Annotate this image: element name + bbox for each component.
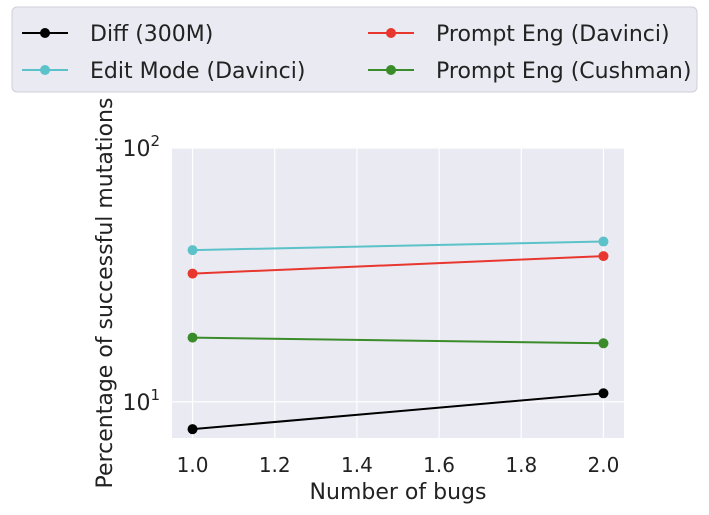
y-axis-label: Percentage of successful mutations xyxy=(93,98,118,489)
plot-area xyxy=(172,148,624,438)
legend-swatch-marker xyxy=(40,65,50,75)
legend-label: Edit Mode (Davinci) xyxy=(90,59,305,84)
data-point xyxy=(598,338,609,349)
data-point xyxy=(598,251,609,262)
legend-swatch-marker xyxy=(40,28,50,38)
x-tick-label: 2.0 xyxy=(588,453,620,477)
series-line xyxy=(192,240,604,252)
legend-label: Prompt Eng (Davinci) xyxy=(436,22,670,47)
data-point xyxy=(187,332,198,343)
series-layer xyxy=(187,236,609,435)
legend-swatch-marker xyxy=(386,65,396,75)
legend-swatch-marker xyxy=(386,28,396,38)
series-line xyxy=(192,336,604,345)
y-tick-label: 102 xyxy=(122,132,160,162)
legend-label: Prompt Eng (Cushman) xyxy=(436,59,691,84)
data-point xyxy=(187,245,198,256)
x-tick-label: 1.4 xyxy=(341,453,373,477)
x-axis-label: Number of bugs xyxy=(310,480,487,505)
data-point xyxy=(598,236,609,247)
data-point xyxy=(187,268,198,279)
y-tick-labels: 101 102 xyxy=(122,132,160,416)
grid xyxy=(172,147,624,438)
series-line xyxy=(192,392,604,431)
x-tick-label: 1.0 xyxy=(177,453,209,477)
legend: Diff (300M) Edit Mode (Davinci) Prompt Eng… xyxy=(11,6,698,93)
y-tick-label: 101 xyxy=(122,386,160,416)
data-point xyxy=(187,424,198,435)
x-tick-labels: 1.0 1.2 1.4 1.6 1.8 2.0 xyxy=(177,453,620,477)
x-tick-label: 1.6 xyxy=(423,453,455,477)
legend-box xyxy=(11,6,698,93)
series-line xyxy=(192,255,604,275)
legend-label: Diff (300M) xyxy=(90,22,213,47)
x-tick-label: 1.2 xyxy=(259,453,291,477)
data-point xyxy=(598,388,609,399)
x-tick-label: 1.8 xyxy=(505,453,537,477)
